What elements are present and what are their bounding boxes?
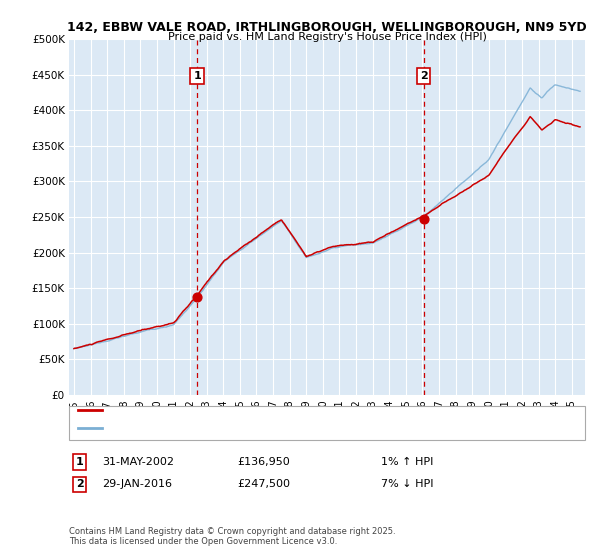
Text: 31-MAY-2002: 31-MAY-2002: [102, 457, 174, 467]
Text: 7% ↓ HPI: 7% ↓ HPI: [381, 479, 433, 489]
Text: 1: 1: [193, 71, 201, 81]
Text: Price paid vs. HM Land Registry's House Price Index (HPI): Price paid vs. HM Land Registry's House …: [167, 32, 487, 43]
Text: 142, EBBW VALE ROAD, IRTHLINGBOROUGH, WELLINGBOROUGH, NN9 5YD: 142, EBBW VALE ROAD, IRTHLINGBOROUGH, WE…: [67, 21, 587, 34]
Text: 2: 2: [76, 479, 83, 489]
Text: 29-JAN-2016: 29-JAN-2016: [102, 479, 172, 489]
Text: £136,950: £136,950: [237, 457, 290, 467]
Text: 1% ↑ HPI: 1% ↑ HPI: [381, 457, 433, 467]
Text: 2: 2: [420, 71, 428, 81]
Text: 1: 1: [76, 457, 83, 467]
Text: 142, EBBW VALE ROAD, IRTHLINGBOROUGH, WELLINGBOROUGH, NN9 5YD (detached house): 142, EBBW VALE ROAD, IRTHLINGBOROUGH, WE…: [108, 406, 548, 415]
Text: HPI: Average price, detached house, North Northamptonshire: HPI: Average price, detached house, Nort…: [108, 424, 400, 433]
Point: [419, 214, 428, 223]
Text: £247,500: £247,500: [237, 479, 290, 489]
Point: [192, 293, 202, 302]
Text: Contains HM Land Registry data © Crown copyright and database right 2025.
This d: Contains HM Land Registry data © Crown c…: [69, 526, 395, 546]
